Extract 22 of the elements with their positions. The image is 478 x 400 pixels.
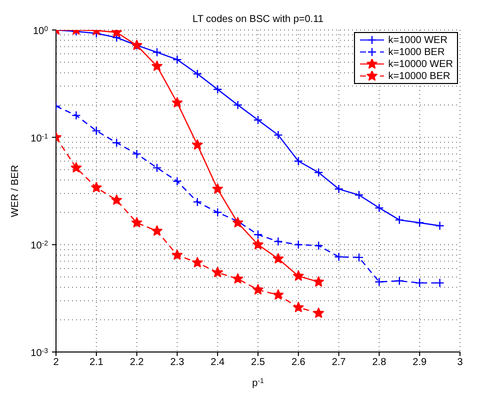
y-tick-label: 10$^{0}$ bbox=[32, 26, 48, 37]
x-tick-label: 3 bbox=[457, 357, 464, 368]
x-tick-label: 2.6 bbox=[291, 357, 306, 368]
x-tick-label: 2.3 bbox=[170, 357, 185, 368]
legend-label: k=1000 WER bbox=[388, 34, 448, 46]
x-tick-label: 2.2 bbox=[130, 357, 144, 368]
chart-title: LT codes on BSC with p=0.11 bbox=[192, 14, 324, 25]
x-tick-label: 2.4 bbox=[210, 357, 225, 368]
x-tick-label: 2.8 bbox=[372, 357, 387, 368]
x-tick-label: 2.9 bbox=[412, 357, 427, 368]
y-tick-label: 10$^{-3}$ bbox=[30, 348, 48, 359]
x-tick-label: 2 bbox=[53, 357, 60, 368]
legend-label: k=10000 WER bbox=[388, 58, 453, 70]
x-axis-title: p$^{-1}$ bbox=[252, 378, 264, 389]
legend-label: k=1000 BER bbox=[388, 46, 445, 58]
x-tick-label: 2.1 bbox=[89, 357, 104, 368]
y-tick-label: 10$^{-2}$ bbox=[30, 240, 48, 252]
x-tick-label: 2.5 bbox=[251, 357, 266, 368]
x-tick-label: 2.7 bbox=[332, 357, 346, 368]
y-tick-label: 10$^{-1}$ bbox=[30, 132, 48, 144]
y-axis-title: WER / BER bbox=[10, 164, 21, 218]
legend-label: k=10000 BER bbox=[388, 70, 450, 82]
